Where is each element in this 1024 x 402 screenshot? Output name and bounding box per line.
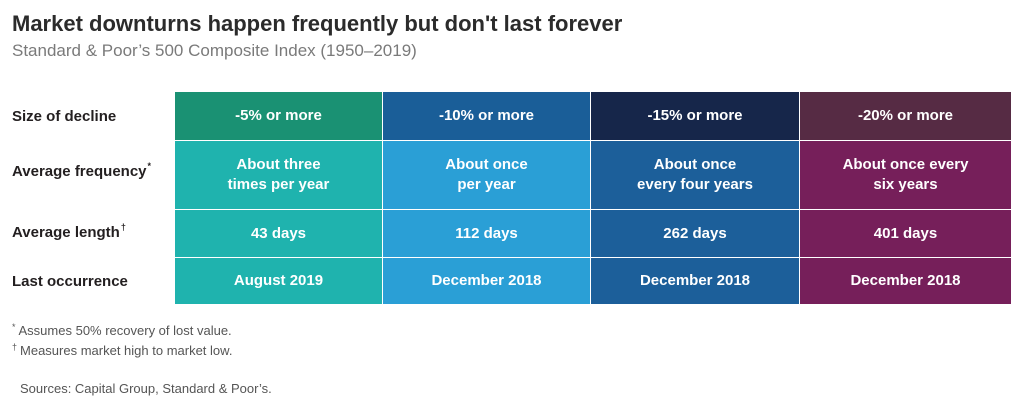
sources-note: Sources: Capital Group, Standard & Poor’… — [20, 381, 272, 396]
chart-title: Market downturns happen frequently but d… — [12, 11, 623, 36]
length-text: 401 days — [873, 224, 938, 242]
header-cell-10pct: -10% or more — [383, 92, 590, 140]
footnote-text: Assumes 50% recovery of lost value. — [18, 323, 232, 338]
header-text: -20% or more — [857, 107, 954, 124]
footnote-mark: † — [12, 342, 18, 352]
row-label-mark: * — [147, 161, 152, 171]
last-occurrence-text: August 2019 — [233, 272, 324, 289]
frequency-cell-15pct: About once every four years — [591, 141, 799, 209]
last-occurrence-text: December 2018 — [431, 272, 542, 289]
last-occurrence-text: December 2018 — [850, 272, 961, 289]
frequency-cell-10pct: About once per year — [383, 141, 590, 209]
length-cell-5pct: 43 days — [175, 210, 382, 257]
length-text: 262 days — [663, 224, 727, 242]
footnote-measures: † Measures market high to market low. — [12, 342, 233, 358]
frequency-text: About three times per year — [227, 156, 330, 193]
frequency-text: About once per year — [445, 156, 528, 193]
row-label-last-occurrence: Last occurrence — [12, 273, 129, 290]
row-label-text: Average frequency — [12, 163, 147, 180]
length-text: 112 days — [455, 224, 518, 242]
footnote-mark: * — [12, 322, 16, 332]
header-text: -5% or more — [235, 107, 322, 124]
last-occurrence-text: December 2018 — [639, 272, 751, 289]
row-label-size-of-decline: Size of decline — [12, 108, 117, 125]
row-label-text: Average length — [12, 224, 120, 241]
frequency-cell-5pct: About three times per year — [175, 141, 382, 209]
header-cell-5pct: -5% or more — [175, 92, 382, 140]
header-cell-15pct: -15% or more — [591, 92, 799, 140]
last-occurrence-cell-10pct: December 2018 — [383, 258, 590, 304]
last-occurrence-cell-5pct: August 2019 — [175, 258, 382, 304]
chart-subtitle: Standard & Poor’s 500 Composite Index (1… — [12, 41, 417, 60]
row-label-average-frequency: Average frequency* — [12, 161, 152, 180]
row-label-text: Size of decline — [12, 108, 117, 125]
row-label-mark: † — [120, 222, 126, 232]
frequency-cell-20pct: About once every six years — [800, 141, 1011, 209]
last-occurrence-cell-20pct: December 2018 — [800, 258, 1011, 304]
row-label-text: Last occurrence — [12, 273, 128, 290]
length-cell-10pct: 112 days — [383, 210, 590, 257]
footnote-recovery: * Assumes 50% recovery of lost value. — [12, 322, 232, 338]
last-occurrence-cell-15pct: December 2018 — [591, 258, 799, 304]
footnote-text: Measures market high to market low. — [20, 343, 233, 358]
length-cell-20pct: 401 days — [800, 210, 1011, 257]
frequency-text: About once every six years — [842, 156, 969, 193]
header-text: -15% or more — [647, 107, 743, 124]
row-label-average-length: Average length† — [12, 222, 126, 241]
header-text: -10% or more — [438, 107, 535, 124]
length-text: 43 days — [250, 224, 307, 242]
header-cell-20pct: -20% or more — [800, 92, 1011, 140]
frequency-text: About once every four years — [637, 156, 753, 193]
length-cell-15pct: 262 days — [591, 210, 799, 257]
